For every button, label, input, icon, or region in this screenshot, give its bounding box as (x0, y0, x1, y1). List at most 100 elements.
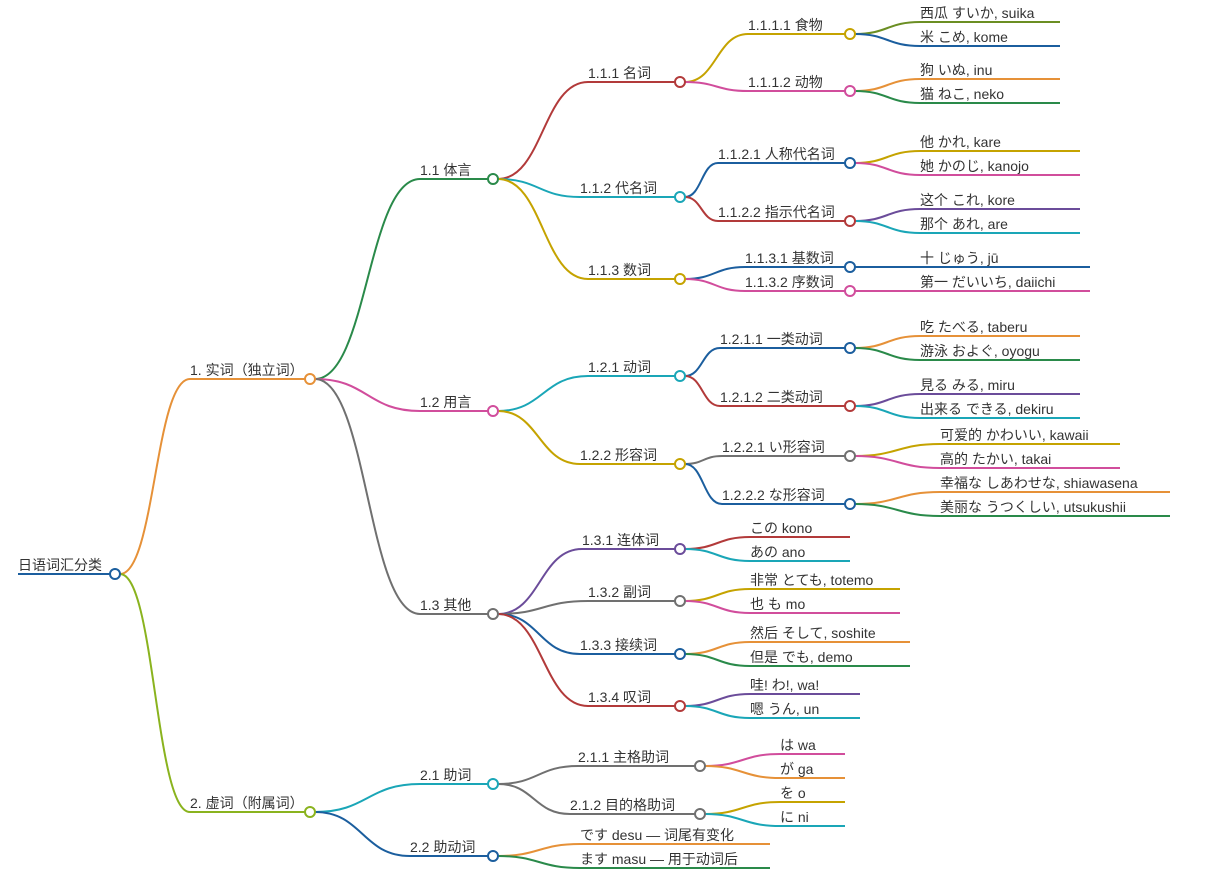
connector (855, 22, 920, 34)
connector (498, 784, 570, 814)
connector (705, 766, 780, 778)
node-label: 1.1.2.2 指示代名词 (718, 204, 835, 220)
connector (855, 221, 920, 233)
node-label: は wa (780, 737, 816, 753)
node-label: 那个 あれ, are (920, 216, 1008, 232)
node-toggle-circle[interactable] (675, 649, 685, 659)
node-label: 1.1.2.1 人称代名词 (718, 146, 835, 162)
connector (705, 754, 780, 766)
connector (120, 574, 190, 812)
connector (855, 79, 920, 91)
node-label: ます masu — 用于动词后 (580, 851, 738, 867)
node-toggle-circle[interactable] (675, 544, 685, 554)
node-label: 1.2.2.1 い形容词 (722, 439, 825, 455)
connector (685, 601, 750, 613)
node-toggle-circle[interactable] (845, 29, 855, 39)
node-toggle-circle[interactable] (488, 406, 498, 416)
node-label: 1.1.3 数词 (588, 262, 651, 278)
connector (685, 163, 718, 197)
node-toggle-circle[interactable] (488, 609, 498, 619)
connector (685, 82, 748, 91)
node-toggle-circle[interactable] (845, 158, 855, 168)
node-label: 出来る できる, dekiru (920, 401, 1054, 417)
node-label: を o (780, 785, 806, 801)
node-toggle-circle[interactable] (675, 701, 685, 711)
node-label: 1.2.1.2 二类动词 (720, 389, 823, 405)
connector (315, 379, 420, 411)
node-label: 2. 虚词（附属词） (190, 795, 304, 811)
node-label: 也 も mo (750, 596, 805, 612)
node-label: あの ano (750, 544, 805, 560)
node-label: 猫 ねこ, neko (920, 86, 1004, 102)
node-label: に ni (780, 809, 809, 825)
node-toggle-circle[interactable] (845, 262, 855, 272)
node-label: 1.2.1.1 一类动词 (720, 331, 823, 347)
node-label: 狗 いぬ, inu (920, 62, 992, 78)
node-toggle-circle[interactable] (845, 451, 855, 461)
connector (855, 504, 940, 516)
node-label: 他 かれ, kare (920, 134, 1001, 150)
node-toggle-circle[interactable] (845, 286, 855, 296)
node-toggle-circle[interactable] (845, 499, 855, 509)
connector (685, 376, 720, 406)
node-label: 非常 とても, totemo (750, 572, 874, 588)
node-toggle-circle[interactable] (675, 371, 685, 381)
node-toggle-circle[interactable] (675, 192, 685, 202)
connector (855, 348, 920, 360)
connector (685, 537, 750, 549)
node-toggle-circle[interactable] (675, 596, 685, 606)
node-toggle-circle[interactable] (110, 569, 120, 579)
connector (315, 812, 410, 856)
node-label: 哇! わ!, wa! (750, 677, 819, 693)
connector (685, 642, 750, 654)
mindmap-svg: 日语词汇分类1. 实词（独立词）1.1 体言1.1.1 名词1.1.1.1 食物… (0, 0, 1219, 894)
node-label: 1.2 用言 (420, 394, 471, 410)
node-label: 1. 实词（独立词） (190, 362, 304, 378)
node-label: 美丽な うつくしい, utsukushii (940, 499, 1126, 515)
node-toggle-circle[interactable] (695, 761, 705, 771)
connector (498, 411, 580, 464)
connector (855, 151, 920, 163)
connector (498, 614, 580, 654)
node-label: 2.1.1 主格助词 (578, 749, 669, 765)
connector (498, 376, 588, 411)
connector (855, 492, 940, 504)
node-label: です desu — 词尾有变化 (580, 827, 734, 843)
node-toggle-circle[interactable] (488, 779, 498, 789)
node-toggle-circle[interactable] (675, 77, 685, 87)
connector (685, 694, 750, 706)
node-toggle-circle[interactable] (488, 174, 498, 184)
node-toggle-circle[interactable] (305, 374, 315, 384)
connector (705, 802, 780, 814)
node-label: この kono (750, 520, 812, 536)
node-label: 1.2.2 形容词 (580, 447, 657, 463)
connector (685, 589, 750, 601)
node-label: 嗯 うん, un (750, 701, 819, 717)
node-label: 十 じゅう, jū (920, 250, 999, 266)
node-label: 1.1.2 代名词 (580, 180, 657, 196)
connector (855, 34, 920, 46)
node-label: 1.2.2.2 な形容词 (722, 487, 825, 503)
node-label: 第一 だいいち, daiichi (920, 274, 1055, 290)
connector (498, 614, 588, 706)
connector (855, 163, 920, 175)
node-toggle-circle[interactable] (305, 807, 315, 817)
node-toggle-circle[interactable] (488, 851, 498, 861)
node-label: 游泳 およぐ, oyogu (920, 343, 1040, 359)
node-toggle-circle[interactable] (675, 459, 685, 469)
node-toggle-circle[interactable] (845, 216, 855, 226)
connector (855, 394, 920, 406)
node-toggle-circle[interactable] (675, 274, 685, 284)
node-label: 她 かのじ, kanojo (920, 158, 1029, 174)
node-toggle-circle[interactable] (695, 809, 705, 819)
node-toggle-circle[interactable] (845, 401, 855, 411)
connector (855, 91, 920, 103)
node-label: 1.3.3 接续词 (580, 637, 657, 653)
connector (120, 379, 190, 574)
node-toggle-circle[interactable] (845, 86, 855, 96)
node-toggle-circle[interactable] (845, 343, 855, 353)
node-label: 1.1.1.1 食物 (748, 17, 823, 33)
node-label: が ga (780, 761, 814, 777)
node-label: 1.1.1 名词 (588, 65, 651, 81)
node-label: 然后 そして, soshite (750, 625, 876, 641)
